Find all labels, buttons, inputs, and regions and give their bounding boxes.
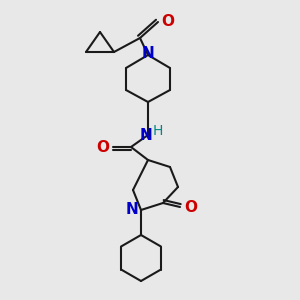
Text: O: O xyxy=(96,140,109,154)
Text: O: O xyxy=(161,14,174,28)
Text: H: H xyxy=(153,124,163,138)
Text: N: N xyxy=(140,128,152,142)
Text: O: O xyxy=(184,200,197,214)
Text: N: N xyxy=(142,46,154,62)
Text: N: N xyxy=(125,202,138,217)
